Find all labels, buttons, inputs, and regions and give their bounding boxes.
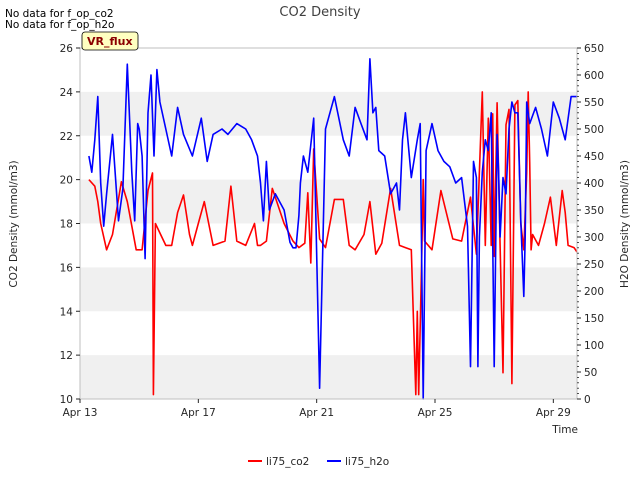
right-tick-label: 350 [584,205,604,217]
x-axis-ticks: Apr 13 Apr 17 Apr 21 Apr 25 Apr 29 [63,399,571,419]
x-tick-label: Apr 13 [63,407,98,419]
left-tick-label: 14 [60,306,74,318]
li75-h2o-line [88,57,577,400]
right-tick-label: 250 [584,259,604,271]
left-tick-label: 20 [60,175,73,187]
right-tick-label: 150 [584,313,604,325]
badge-label: VR_flux [87,35,133,48]
legend-label-co2: li75_co2 [266,456,309,468]
x-tick-label: Apr 25 [418,407,453,419]
li75-h2o-series-path [88,57,577,400]
left-tick-label: 22 [60,131,73,143]
right-tick-label: 0 [584,394,591,406]
right-axis-label: H2O Density (mmol/m3) [619,160,631,288]
x-axis-label: Time [551,424,578,436]
legend-label-h2o: li75_h2o [345,456,389,468]
right-tick-label: 300 [584,232,604,244]
no-data-note-h2o: No data for f_op_h2o [5,19,115,31]
left-tick-label: 10 [60,394,73,406]
right-tick-label: 550 [584,97,604,109]
right-tick-label: 400 [584,178,604,190]
left-tick-label: 26 [60,43,74,55]
x-tick-label: Apr 29 [536,407,571,419]
left-tick-label: 16 [60,262,74,274]
no-data-note-co2: No data for f_op_co2 [5,8,114,20]
left-tick-label: 24 [60,87,74,99]
legend: li75_co2 li75_h2o [248,456,389,468]
right-tick-label: 500 [584,124,604,136]
right-tick-label: 450 [584,151,604,163]
x-tick-label: Apr 21 [299,407,334,419]
left-tick-label: 18 [60,219,73,231]
right-tick-label: 50 [584,367,597,379]
vr-flux-badge: VR_flux [81,31,139,51]
right-tick-label: 650 [584,43,604,55]
left-axis-label: CO2 Density (mmol/m3) [8,160,20,287]
x-tick-label: Apr 17 [181,407,216,419]
left-tick-label: 12 [60,350,73,362]
right-tick-label: 200 [584,286,604,298]
right-tick-label: 600 [584,70,604,82]
left-axis-ticks: 10 12 14 16 18 20 22 24 26 [60,43,80,406]
right-axis-ticks: 0 50 100 150 200 250 300 350 400 450 500 550 600 650 [577,43,604,406]
right-tick-label: 100 [584,340,604,352]
chart-title: CO2 Density [279,5,360,20]
